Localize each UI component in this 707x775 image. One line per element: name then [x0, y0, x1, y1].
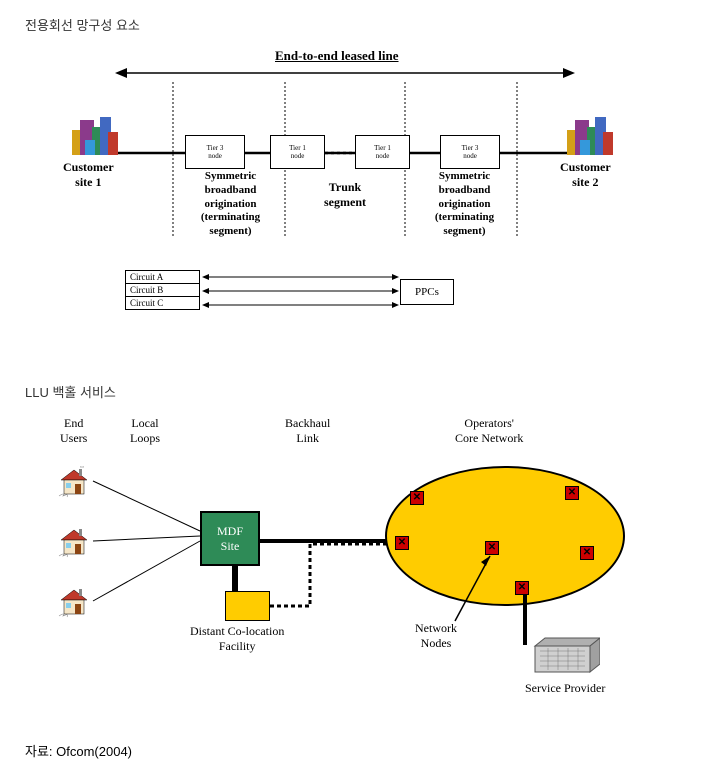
customer1-icon — [70, 112, 125, 157]
tier1-node-right: Tier 1 node — [355, 135, 410, 169]
coloc-label: Distant Co-location Facility — [190, 624, 284, 654]
diagram1-title: 전용회선 망구성 요소 — [25, 15, 682, 34]
network-node-5: ✕ — [580, 546, 594, 560]
network-nodes-label: Network Nodes — [415, 621, 457, 651]
diagram2-container: End Users Local Loops Backhaul Link Oper… — [25, 411, 682, 721]
network-node-2: ✕ — [565, 486, 579, 500]
backhaul-label: Backhaul Link — [285, 416, 330, 446]
end-to-end-label: End-to-end leased line — [275, 48, 399, 64]
segment-trunk-label: Trunk segment — [305, 180, 385, 210]
backhaul-dashed — [270, 541, 400, 611]
end-to-end-arrow — [115, 66, 575, 80]
mdf-site-box: MDF Site — [200, 511, 260, 566]
end-users-label: End Users — [60, 416, 87, 446]
local-loop-lines — [85, 471, 205, 621]
core-network-label: Operators' Core Network — [455, 416, 523, 446]
tier3-node-right: Tier 3 node — [440, 135, 500, 169]
mdf-coloc-link — [225, 566, 245, 596]
customer1-label: Customer site 1 — [63, 160, 114, 190]
circuit-a: Circuit A — [125, 270, 200, 283]
circuit-b: Circuit B — [125, 283, 200, 296]
trunk-dash — [325, 150, 355, 156]
segment-left-label: Symmetric broadband origination (termina… — [183, 170, 278, 239]
tier3-node-left: Tier 3 node — [185, 135, 245, 169]
local-loops-label: Local Loops — [130, 416, 160, 446]
service-provider-label: Service Provider — [525, 681, 605, 696]
diagram2-title: LLU 백홀 서비스 — [25, 382, 682, 401]
core-network-oval — [385, 466, 625, 606]
circuit-arrows — [200, 272, 410, 322]
customer2-label: Customer site 2 — [560, 160, 611, 190]
customer2-icon — [565, 112, 620, 157]
network-node-6: ✕ — [515, 581, 529, 595]
source-footer: 자료: Ofcom(2004) — [25, 741, 682, 760]
network-node-1: ✕ — [410, 491, 424, 505]
service-provider-icon — [530, 636, 600, 678]
circuit-c: Circuit C — [125, 296, 200, 310]
circuit-table: Circuit A Circuit B Circuit C — [125, 270, 200, 310]
sp-link — [520, 595, 530, 645]
network-node-3: ✕ — [395, 536, 409, 550]
tier1-node-left: Tier 1 node — [270, 135, 325, 169]
segment-right-label: Symmetric broadband origination (termina… — [417, 170, 512, 239]
node-pointer-arrow — [445, 551, 500, 626]
diagram1-container: End-to-end leased line Customer site 1 C… — [25, 42, 682, 352]
